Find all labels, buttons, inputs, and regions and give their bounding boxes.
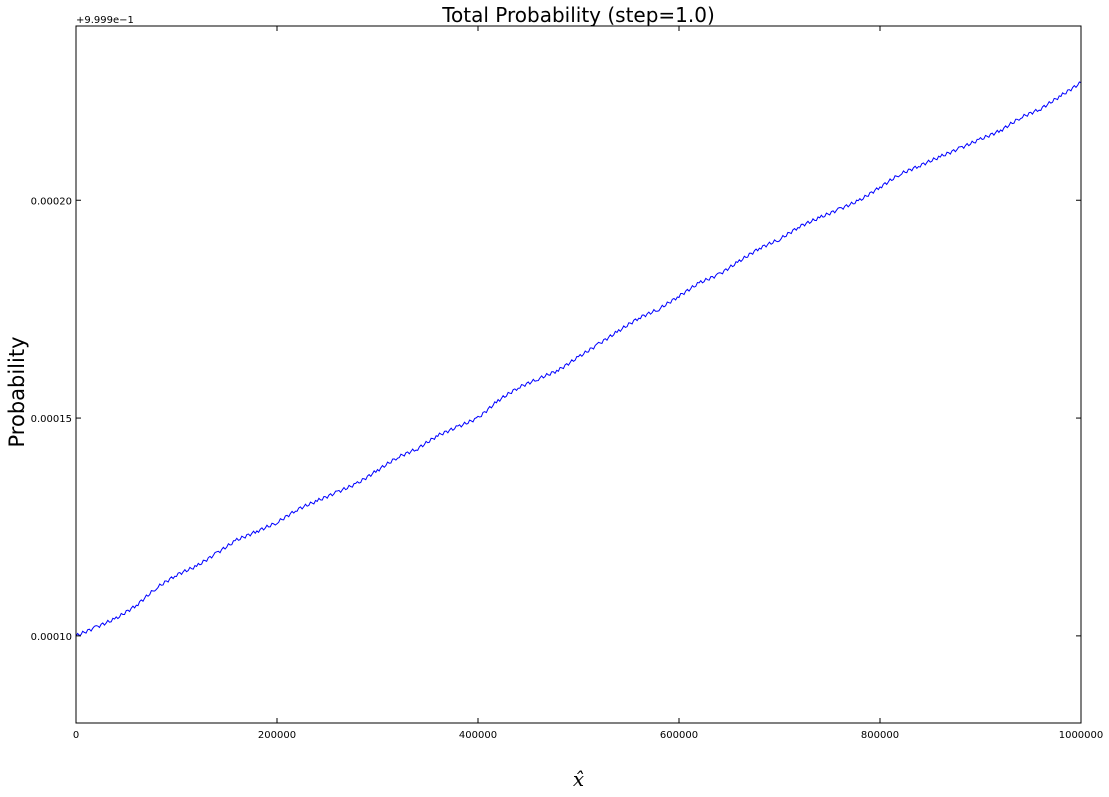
x-tick-label: 0 xyxy=(73,730,79,741)
plot-frame xyxy=(75,25,1082,724)
plot-area xyxy=(76,26,1081,723)
y-axis-label: Probability xyxy=(5,336,29,447)
y-axis-ticks: 0.00010 0.00015 0.00020 xyxy=(31,196,1081,643)
x-tick-label: 600000 xyxy=(660,730,698,741)
series-line-0 xyxy=(75,81,1082,637)
chart-title: Total Probability (step=1.0) xyxy=(441,3,715,27)
x-tick-label: 1000000 xyxy=(1059,730,1104,741)
y-tick-label: 0.00015 xyxy=(31,414,72,425)
y-tick-label: 0.00020 xyxy=(31,196,72,207)
x-tick-label: 200000 xyxy=(258,730,296,741)
x-tick-label: 800000 xyxy=(861,730,899,741)
x-tick-label: 400000 xyxy=(459,730,497,741)
line-layer xyxy=(75,81,1082,637)
y-offset-label: +9.999e−1 xyxy=(76,15,134,26)
y-tick-label: 0.00010 xyxy=(31,632,72,643)
x-axis-ticks: 0 200000 400000 600000 800000 1000000 xyxy=(73,26,1103,741)
x-axis-label: x̂ xyxy=(573,767,584,791)
